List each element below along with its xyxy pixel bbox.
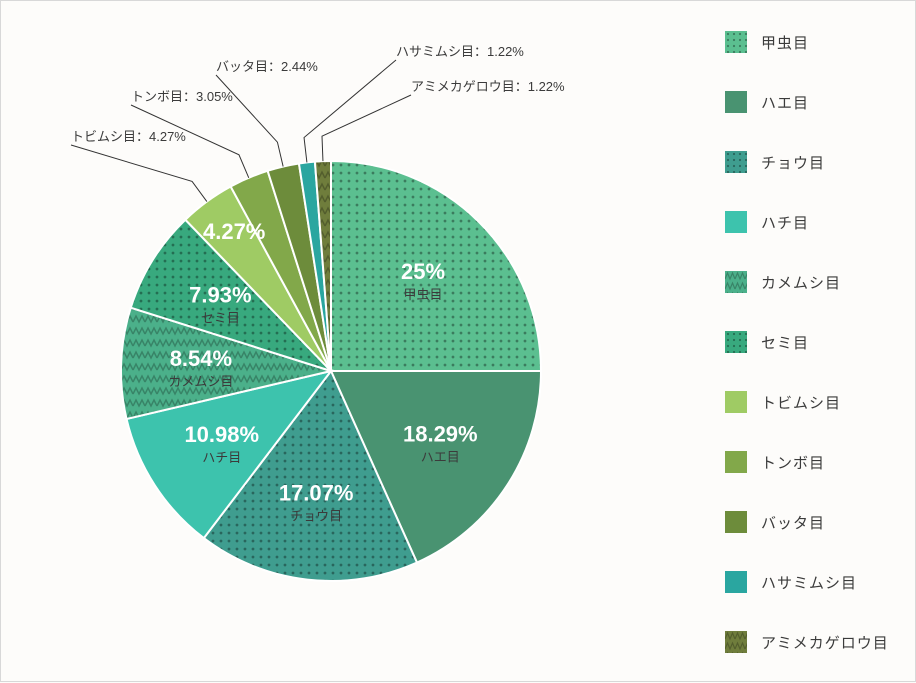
slice-value-label: 18.29% [403, 422, 478, 447]
legend-item-ハチ目: ハチ目 [725, 211, 895, 233]
legend-item-セミ目: セミ目 [725, 331, 895, 353]
legend-swatch [725, 451, 747, 473]
legend-item-甲虫目: 甲虫目 [725, 31, 895, 53]
external-slice-label: ハサミムシ目：1.22% [396, 44, 524, 59]
leader-line [304, 60, 396, 162]
slice-name-label: ハチ目 [202, 450, 241, 465]
legend-label: セミ目 [761, 332, 809, 353]
legend: 甲虫目ハエ目チョウ目ハチ目カメムシ目セミ目トビムシ目トンボ目バッタ目ハサミムシ目… [725, 21, 895, 661]
legend-item-トンボ目: トンボ目 [725, 451, 895, 473]
legend-label: 甲虫目 [761, 32, 809, 53]
legend-swatch [725, 391, 747, 413]
slice-name-label: ハエ目 [421, 450, 460, 465]
legend-swatch [725, 571, 747, 593]
legend-item-カメムシ目: カメムシ目 [725, 271, 895, 293]
slice-name-label: カメムシ目 [168, 374, 233, 389]
legend-item-ハエ目: ハエ目 [725, 91, 895, 113]
leader-line [322, 95, 411, 161]
slice-value-label: 8.54% [170, 346, 232, 371]
legend-swatch [725, 211, 747, 233]
legend-swatch [725, 631, 747, 653]
external-slice-label: トビムシ目：4.27% [71, 129, 186, 144]
leader-line [71, 145, 207, 202]
legend-label: ハエ目 [761, 92, 809, 113]
legend-label: バッタ目 [761, 512, 825, 533]
legend-item-アミメカゲロウ目: アミメカゲロウ目 [725, 631, 895, 653]
legend-swatch [725, 91, 747, 113]
legend-label: チョウ目 [761, 152, 825, 173]
legend-label: トビムシ目 [761, 392, 841, 413]
slice-value-label: 17.07% [279, 480, 354, 505]
legend-item-バッタ目: バッタ目 [725, 511, 895, 533]
legend-item-チョウ目: チョウ目 [725, 151, 895, 173]
legend-label: カメムシ目 [761, 272, 841, 293]
legend-swatch [725, 151, 747, 173]
slice-value-label: 25% [401, 259, 445, 284]
slice-name-label: 甲虫目 [404, 287, 443, 302]
legend-label: アミメカゲロウ目 [761, 632, 889, 653]
legend-swatch [725, 31, 747, 53]
slice-value-label: 7.93% [189, 282, 251, 307]
legend-label: ハサミムシ目 [761, 572, 857, 593]
legend-label: トンボ目 [761, 452, 825, 473]
external-slice-label: バッタ目：2.44% [216, 59, 318, 74]
slice-value-label: 4.27% [203, 219, 265, 244]
slice-value-label: 10.98% [184, 422, 259, 447]
external-slice-label: アミメカゲロウ目：1.22% [411, 79, 565, 94]
legend-label: ハチ目 [761, 212, 809, 233]
external-slice-label: トンボ目：3.05% [131, 89, 233, 104]
legend-swatch [725, 271, 747, 293]
legend-item-ハサミムシ目: ハサミムシ目 [725, 571, 895, 593]
legend-swatch [725, 331, 747, 353]
pie-chart: 25% 甲虫目 18.29% ハエ目 17.07% チョウ目 10.98% ハチ目 8.54% カ… [1, 1, 721, 683]
legend-swatch [725, 511, 747, 533]
slice-name-label: セミ目 [201, 310, 240, 325]
slice-name-label: チョウ目 [290, 508, 342, 523]
legend-item-トビムシ目: トビムシ目 [725, 391, 895, 413]
